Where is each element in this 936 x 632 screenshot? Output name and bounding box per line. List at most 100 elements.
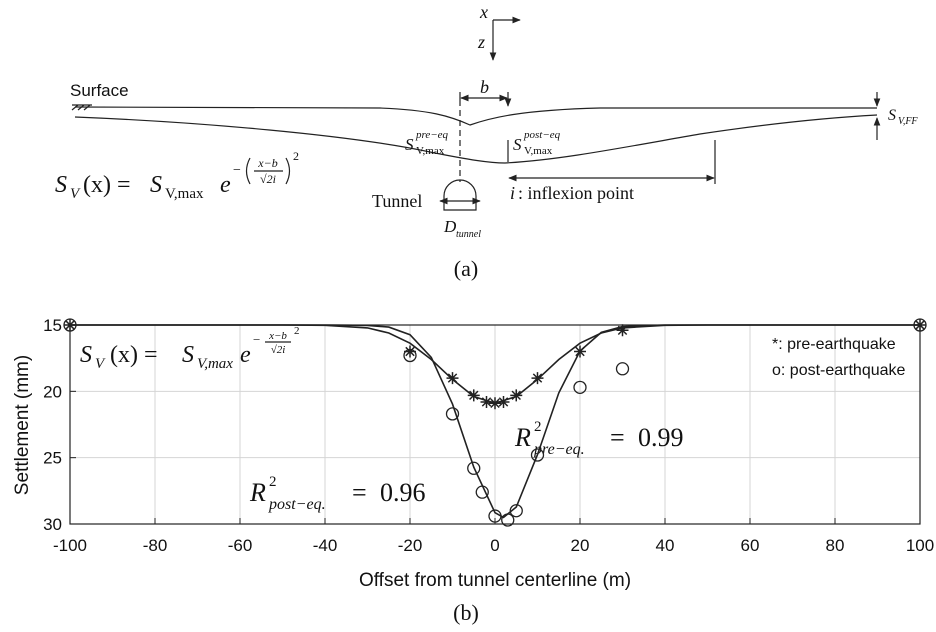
r2-pre-sup: 2 — [534, 419, 542, 435]
x-tick-label: 80 — [826, 536, 845, 555]
data-point — [404, 345, 416, 358]
r2-pre-eq: = — [610, 423, 625, 452]
formula-b-rhs-sub: V,max — [197, 356, 233, 372]
plot-frame — [69, 324, 921, 525]
data-point — [501, 513, 515, 527]
x-tick-label: -100 — [53, 536, 87, 555]
data-point — [445, 407, 460, 421]
formula-a-num: x−b — [257, 156, 277, 170]
ff-sub: V,FF — [898, 116, 918, 127]
data-point — [615, 362, 630, 376]
formula-b-num: x−b — [268, 330, 287, 342]
x-tick-label: 40 — [656, 536, 675, 555]
formula-a-lhs-sub: V — [70, 186, 81, 202]
r2-post-value: 0.96 — [380, 478, 426, 507]
data-point — [480, 395, 493, 408]
data-point — [509, 504, 523, 518]
paren-left — [245, 157, 251, 185]
diagram-a: x z Surface b S V,FF S V,max pre−eq S V,… — [55, 2, 918, 281]
legend-entry: *: pre-earthquake — [772, 336, 896, 353]
data-point — [530, 448, 545, 462]
formula-b-power: 2 — [294, 325, 300, 337]
pre-eq-profile — [74, 106, 877, 126]
x-tick-label: 0 — [490, 536, 499, 555]
data-point — [489, 397, 501, 410]
caption-b: (b) — [453, 600, 479, 625]
formula-b-sign: − — [253, 332, 260, 347]
data-point — [467, 461, 481, 475]
y-tick-label: 25 — [43, 449, 62, 468]
x-tick-label: 60 — [741, 536, 760, 555]
fit-curve — [70, 324, 920, 519]
inflexion-var: i — [510, 183, 515, 203]
y-tick-label: 20 — [43, 382, 62, 401]
formula-b-e: e — [240, 342, 251, 368]
formula-a-den: √2i — [260, 172, 276, 186]
caption-a: (a) — [454, 256, 478, 281]
data-point — [488, 509, 502, 523]
data-point — [573, 380, 587, 395]
b-label: b — [480, 77, 489, 97]
data-point — [616, 324, 629, 337]
data-point — [574, 345, 586, 358]
formula-a-power: 2 — [293, 149, 299, 163]
y-axis-title: Settlement (mm) — [12, 355, 33, 495]
post-eq-profile — [74, 114, 878, 164]
x-tick-label: 100 — [906, 536, 934, 555]
data-point — [63, 318, 77, 332]
data-point — [403, 348, 417, 363]
data-point — [64, 319, 76, 331]
x-tick-label: -20 — [398, 536, 423, 555]
surface-label: Surface — [70, 81, 129, 100]
inflexion-text: : inflexion point — [518, 183, 634, 203]
formula-a-lhs: S — [55, 172, 67, 198]
formula-a-e: e — [220, 172, 231, 198]
data-point — [446, 372, 459, 385]
formula-a-mid: (x) = — [83, 172, 131, 198]
formula-a-sign: − — [233, 163, 241, 178]
tunnel-label: Tunnel — [372, 191, 422, 211]
formula-b-rhs: S — [182, 342, 194, 368]
post-base: S — [513, 135, 522, 154]
legend-entry: o: post-earthquake — [772, 362, 906, 379]
pre-sub: V,max — [416, 145, 445, 157]
paren-right — [285, 157, 291, 185]
formula-a-rhs-sub: V,max — [165, 186, 204, 202]
r2-pre-sub: pre−eq. — [533, 441, 585, 458]
x-tick-label: -60 — [228, 536, 253, 555]
axis-x-label: x — [479, 2, 488, 22]
d-sub: tunnel — [456, 229, 481, 240]
data-point — [510, 389, 523, 402]
data-point — [475, 485, 489, 499]
data-point — [467, 389, 480, 402]
formula-b-mid: (x) = — [110, 342, 158, 368]
chart-b: Offset from tunnel centerline (m) Settle… — [12, 316, 934, 625]
y-tick-label: 15 — [43, 316, 62, 335]
d-base: D — [443, 217, 457, 236]
r2-post-eq: = — [352, 478, 367, 507]
r2-post-sub: post−eq. — [268, 496, 326, 513]
r2-post-base: R — [249, 478, 266, 507]
y-tick-label: 30 — [43, 515, 62, 534]
r2-pre-base: R — [514, 423, 531, 452]
data-point — [914, 319, 926, 331]
formula-b-lhs: S — [80, 342, 92, 368]
data-point — [913, 318, 927, 332]
axis-z-label: z — [477, 32, 485, 52]
formula-a-rhs: S — [150, 172, 162, 198]
x-axis-title: Offset from tunnel centerline (m) — [359, 570, 631, 591]
data-point — [531, 372, 544, 385]
r2-post-sup: 2 — [269, 474, 277, 490]
post-sub: V,max — [524, 145, 553, 157]
ff-base: S — [888, 107, 896, 124]
formula-b-lhs-sub: V — [95, 356, 106, 372]
pre-base: S — [405, 135, 414, 154]
tunnel-shape — [443, 179, 477, 211]
r2-pre-value: 0.99 — [638, 423, 684, 452]
pre-sup: pre−eq — [415, 129, 449, 141]
data-point — [497, 395, 510, 408]
x-tick-label: 20 — [571, 536, 590, 555]
x-tick-label: -80 — [143, 536, 168, 555]
